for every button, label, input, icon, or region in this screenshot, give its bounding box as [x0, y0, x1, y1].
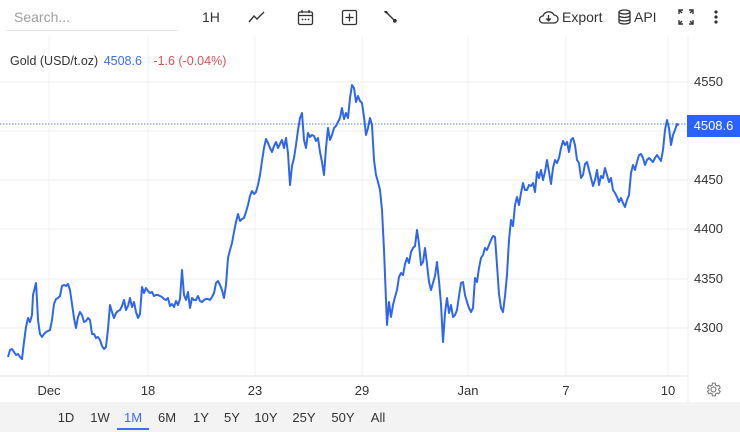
- legend-price: 4508.6: [103, 54, 142, 68]
- active-range-indicator: [117, 428, 149, 430]
- x-tick-label: 18: [140, 383, 156, 398]
- y-tick-label: 4300: [694, 320, 723, 335]
- range-all[interactable]: All: [370, 410, 386, 425]
- toolbar: 1H Export API: [0, 0, 740, 36]
- fullscreen-button[interactable]: [678, 6, 694, 28]
- cloud-download-icon: [538, 10, 559, 24]
- interval-label: 1H: [202, 9, 220, 25]
- range-1y[interactable]: 1Y: [193, 410, 209, 425]
- horizontal-grid: [0, 81, 688, 329]
- database-icon: [618, 9, 631, 25]
- fullscreen-icon: [678, 9, 694, 25]
- calendar-icon: [297, 9, 314, 25]
- wrench-icon: [384, 11, 397, 23]
- range-25y[interactable]: 25Y: [292, 410, 316, 425]
- range-5y[interactable]: 5Y: [224, 410, 240, 425]
- indicators-button[interactable]: [382, 6, 398, 28]
- range-6m[interactable]: 6M: [157, 410, 177, 425]
- export-label: Export: [562, 9, 603, 25]
- range-50y[interactable]: 50Y: [331, 410, 355, 425]
- chart-plot[interactable]: [0, 0, 740, 402]
- date-range-button[interactable]: [297, 6, 314, 28]
- search-input[interactable]: [6, 4, 178, 31]
- export-button[interactable]: Export: [538, 6, 602, 28]
- add-box-icon: [341, 9, 358, 25]
- y-tick-label: 4350: [694, 271, 723, 286]
- range-1d[interactable]: 1D: [57, 410, 75, 425]
- more-menu-button[interactable]: [713, 6, 719, 28]
- x-tick-label: Dec: [37, 383, 61, 398]
- gear-icon: [706, 382, 721, 397]
- y-tick-label: 4550: [694, 74, 723, 89]
- legend-change: -1.6 (-0.04%): [153, 54, 227, 68]
- y-tick-label: 4450: [694, 172, 723, 187]
- api-label: API: [634, 9, 657, 25]
- x-tick-label: 29: [354, 383, 370, 398]
- settings-button[interactable]: [705, 381, 722, 403]
- x-tick-label: Jan: [457, 383, 479, 398]
- chart-type-button[interactable]: [248, 6, 266, 28]
- api-button[interactable]: API: [618, 6, 657, 28]
- interval-button[interactable]: 1H: [202, 6, 220, 28]
- compare-button[interactable]: [341, 6, 358, 28]
- chart-legend: Gold (USD/t.oz) 4508.6 -1.6 (-0.04%): [10, 54, 226, 68]
- x-tick-label: 7: [562, 383, 570, 398]
- x-tick-label: 10: [660, 383, 676, 398]
- vertical-grid: [48, 36, 669, 376]
- range-1m[interactable]: 1M: [123, 410, 143, 425]
- instrument-name: Gold (USD/t.oz): [10, 54, 99, 68]
- more-vertical-icon: [714, 10, 718, 24]
- range-10y[interactable]: 10Y: [254, 410, 278, 425]
- x-tick-label: 23: [247, 383, 263, 398]
- range-selector: 1D 1W 1M 6M 1Y 5Y 10Y 25Y 50Y All: [0, 402, 740, 432]
- line-chart-icon: [248, 11, 265, 23]
- price-line: [7, 84, 680, 360]
- range-1w[interactable]: 1W: [90, 410, 110, 425]
- y-tick-label: 4400: [694, 221, 723, 236]
- last-price-tag: 4508.6: [687, 115, 740, 137]
